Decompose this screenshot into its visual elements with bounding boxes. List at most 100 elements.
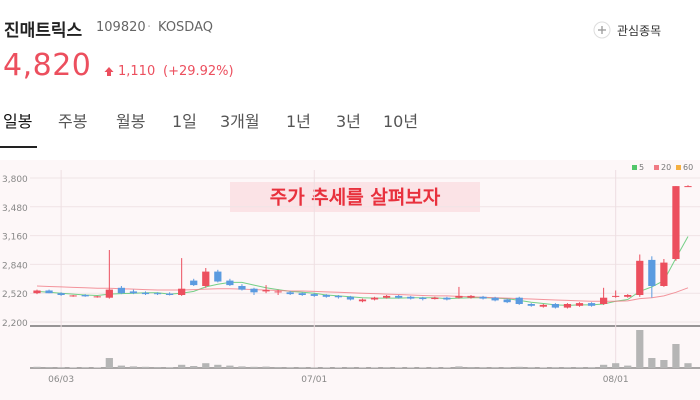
candle-body [141, 292, 150, 295]
candle-body [587, 303, 596, 306]
x-tick-label: 08/01 [603, 375, 629, 385]
candle-body [503, 299, 511, 303]
watch-button[interactable] [588, 18, 694, 42]
period-tab[interactable]: 일봉 [3, 112, 33, 131]
candle-body [648, 259, 656, 286]
period-tab[interactable]: 1년 [286, 112, 311, 131]
volume-bar [455, 366, 463, 368]
annotation: 주가 추세를 살펴보자 [270, 187, 441, 209]
volume-bar [624, 365, 632, 368]
volume-bar [117, 365, 126, 368]
price-change-pct: (+29.92%) [163, 64, 234, 79]
legend-swatch [654, 165, 659, 170]
candle-body [515, 297, 523, 304]
y-tick-label: 3,480 [2, 204, 28, 214]
volume-bar [648, 358, 656, 368]
volume-bar [612, 363, 620, 368]
stock-code: 109820 [96, 20, 146, 35]
volume-bar [503, 367, 511, 368]
candle-body [407, 296, 415, 299]
market: KOSDAQ [158, 20, 213, 35]
current-price: 4,820 [3, 48, 92, 83]
volume-bar [322, 367, 330, 368]
volume-bar [467, 367, 475, 368]
candle-body [129, 291, 138, 294]
volume-bar [407, 367, 415, 368]
candle-body [467, 295, 475, 298]
chart: 주가 추세를 살펴보자 3,800 3,480 3,160 2,840 2,520 2,2… [0, 160, 700, 400]
volume-bar [250, 366, 258, 368]
candle-body [250, 288, 258, 293]
period-tab[interactable]: 3개월 [220, 112, 260, 131]
candle-body [382, 295, 391, 298]
legend-swatch [632, 165, 637, 170]
candle-body [370, 297, 379, 300]
candle-body [153, 293, 162, 295]
volume-bar [274, 367, 282, 368]
volume-bar [563, 367, 572, 368]
period-tab[interactable]: 주봉 [58, 112, 88, 131]
legend-label: 5 [639, 163, 644, 172]
volume-bar [153, 367, 162, 368]
period-tab[interactable]: 10년 [383, 112, 419, 131]
volume-bar [527, 367, 535, 368]
watch-label[interactable]: 관심종목 [617, 24, 662, 38]
volume-bar [33, 366, 41, 368]
candle-body [69, 295, 77, 297]
candle-body [310, 294, 318, 296]
volume-bar [57, 367, 65, 368]
candle-body [262, 290, 270, 292]
moving-average-line [36, 285, 689, 302]
legend-swatch [676, 165, 681, 170]
candle-body [563, 304, 572, 308]
candle-body [443, 297, 451, 300]
price-change: 1,110 [118, 64, 156, 79]
volume-bar [190, 366, 198, 368]
volume-bar [370, 367, 379, 368]
volume-bar [105, 358, 113, 368]
volume-bar [346, 367, 355, 368]
candle-body [539, 304, 547, 307]
legend-label: 60 [683, 163, 693, 172]
volume-bar [587, 367, 596, 368]
candle-body [672, 186, 680, 259]
volume-bar [238, 366, 246, 368]
candle-body [322, 295, 330, 297]
volume-bar [298, 367, 306, 368]
candle-body [395, 295, 403, 298]
candle-body [238, 286, 246, 290]
volume-bar [358, 367, 367, 368]
x-tick-label: 07/01 [301, 375, 327, 385]
selected-tab-underline [0, 146, 37, 148]
y-tick-label: 2,840 [2, 261, 28, 271]
volume-bar [262, 366, 270, 368]
candle-body [81, 295, 89, 297]
volume-bar [178, 364, 186, 368]
candle-body [93, 296, 101, 298]
y-tick-label: 2,520 [2, 290, 28, 300]
volume-bar [599, 364, 608, 368]
period-tab[interactable]: 3년 [336, 112, 361, 131]
period-tab[interactable]: 월봉 [116, 112, 146, 131]
candle-body [334, 295, 343, 298]
candle-body [624, 295, 632, 297]
volume-bar [165, 367, 174, 368]
period-tab[interactable]: 1일 [172, 112, 197, 131]
candle-body [491, 297, 499, 301]
stock-name: 진매트릭스 [4, 21, 83, 41]
volume-bar [575, 367, 584, 368]
candle-body [298, 293, 306, 295]
y-tick-label: 3,160 [2, 233, 28, 243]
candle-body [479, 296, 487, 299]
candle-body [636, 260, 644, 295]
separator: · [147, 20, 152, 35]
candle-body [527, 304, 535, 306]
volume-bar [202, 363, 210, 368]
volume-bar [141, 366, 150, 368]
volume-bar [395, 367, 403, 368]
up-arrow-icon [104, 67, 114, 76]
volume-bar [684, 363, 692, 368]
candle-body [214, 271, 222, 282]
volume-bar [515, 366, 523, 368]
candle-body [165, 293, 174, 295]
